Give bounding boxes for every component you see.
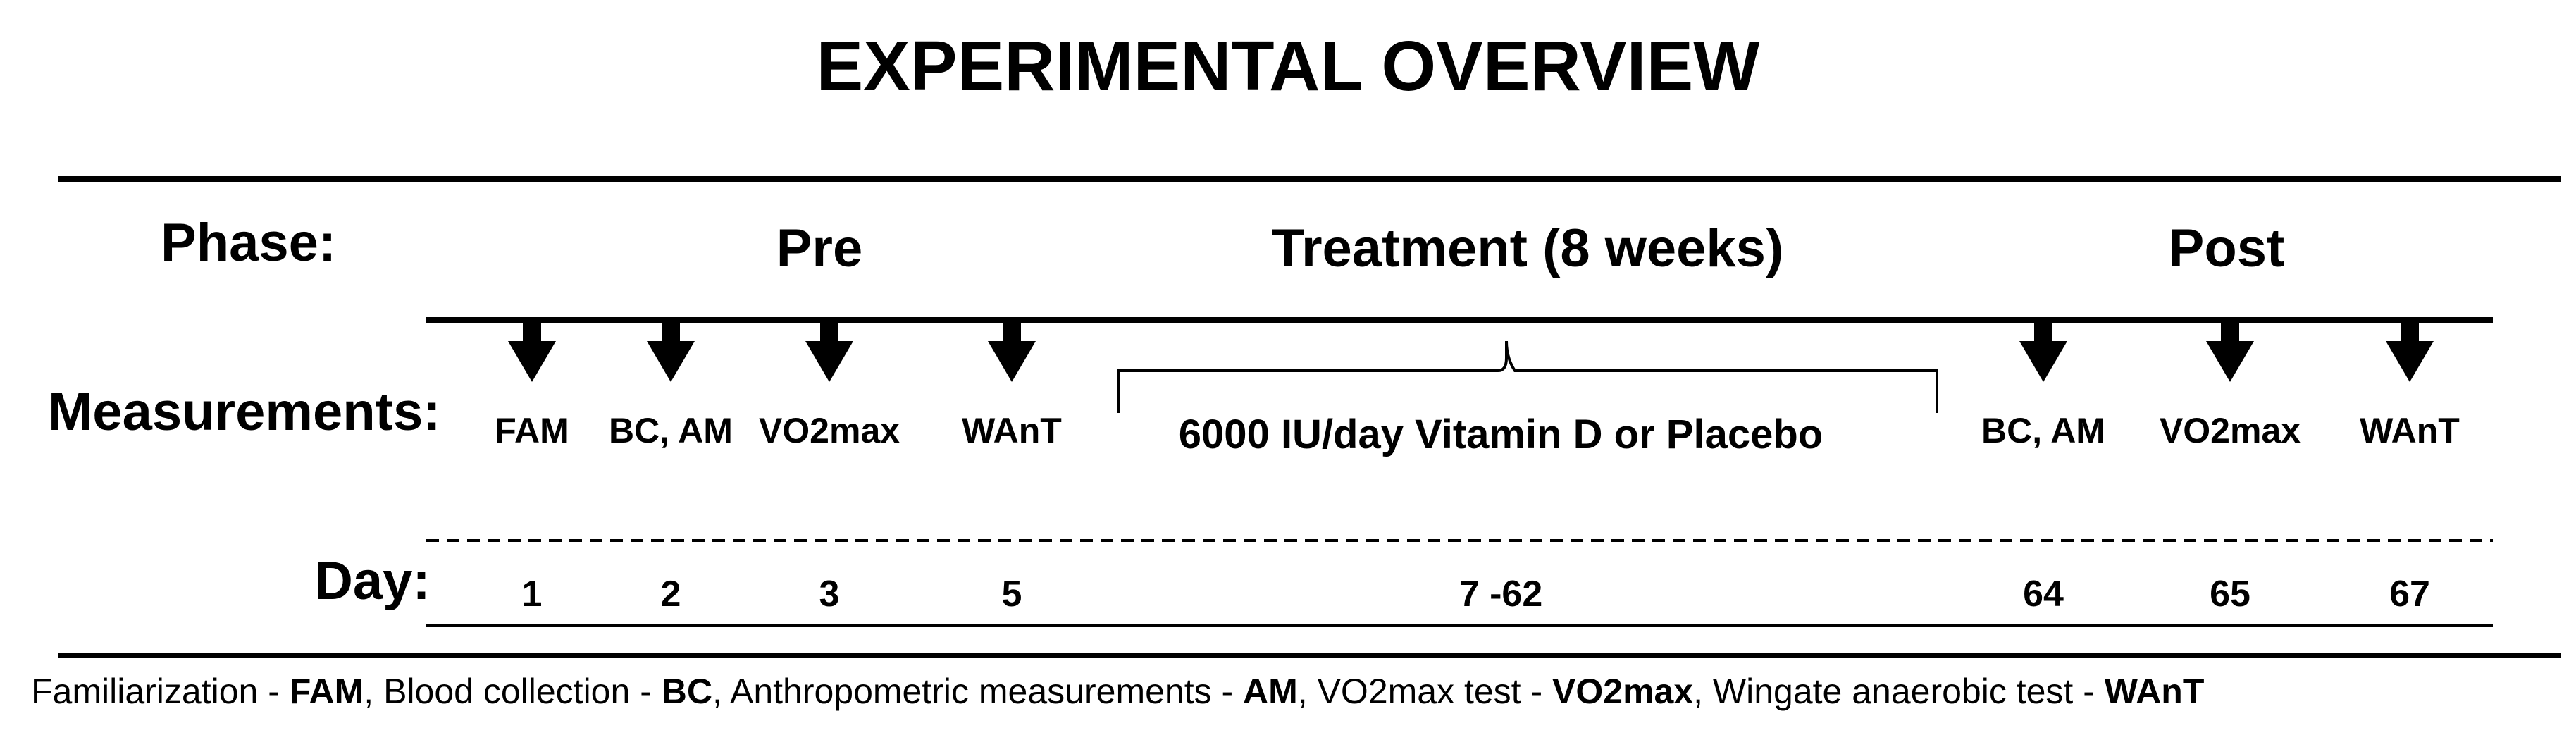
abbreviation-legend: Familiarization - FAM, Blood collection …: [31, 671, 2539, 712]
diagram-title: EXPERIMENTAL OVERVIEW: [816, 27, 1760, 106]
treatment-label: 6000 IU/day Vitamin D or Placebo: [1179, 412, 1823, 457]
day-label: 5: [1002, 574, 1022, 615]
measurement-label: VO2max: [2160, 411, 2301, 450]
down-arrow-icon: [2019, 319, 2067, 382]
measurement-label: WAnT: [2360, 411, 2460, 450]
down-arrow-icon: [805, 319, 853, 382]
measurement-arrows: [508, 319, 2434, 382]
treatment-bracket: [1117, 340, 1938, 413]
treatment-days-label: 7 -62: [1459, 574, 1543, 615]
day-label: 65: [2210, 574, 2250, 615]
phase-pre-label: Pre: [776, 218, 863, 278]
day-label: 3: [819, 574, 840, 615]
down-arrow-icon: [2206, 319, 2254, 382]
down-arrow-icon: [988, 319, 1036, 382]
legend-abbreviation: BC: [661, 672, 712, 711]
legend-abbreviation: AM: [1243, 672, 1298, 711]
phase-post-label: Post: [2169, 218, 2285, 278]
measurement-label: FAM: [495, 411, 569, 450]
down-arrow-icon: [508, 319, 556, 382]
legend-abbreviation: FAM: [289, 672, 364, 711]
measurement-label: VO2max: [759, 411, 900, 450]
day-label: 67: [2389, 574, 2430, 615]
measurement-label: BC, AM: [1981, 411, 2105, 450]
measurement-label: WAnT: [962, 411, 1062, 450]
measurement-label: BC, AM: [609, 411, 733, 450]
measurements-row-label: Measurements:: [48, 382, 441, 442]
legend-text: , Anthropometric measurements -: [712, 672, 1244, 711]
legend-text: , VO2max test -: [1297, 672, 1553, 711]
day-label: 1: [522, 574, 543, 615]
legend-abbreviation: VO2max: [1552, 672, 1694, 711]
day-label: 2: [661, 574, 681, 615]
down-arrow-icon: [647, 319, 695, 382]
down-arrow-icon: [2386, 319, 2434, 382]
day-label: 64: [2023, 574, 2064, 615]
phase-treatment-label: Treatment (8 weeks): [1272, 218, 1784, 278]
day-row-label: Day:: [314, 551, 431, 611]
legend-text: Familiarization -: [31, 672, 290, 711]
legend-text: , Wingate anaerobic test -: [1693, 672, 2105, 711]
phase-row-label: Phase:: [161, 213, 336, 273]
legend-text: , Blood collection -: [364, 672, 662, 711]
legend-abbreviation: WAnT: [2104, 672, 2205, 711]
